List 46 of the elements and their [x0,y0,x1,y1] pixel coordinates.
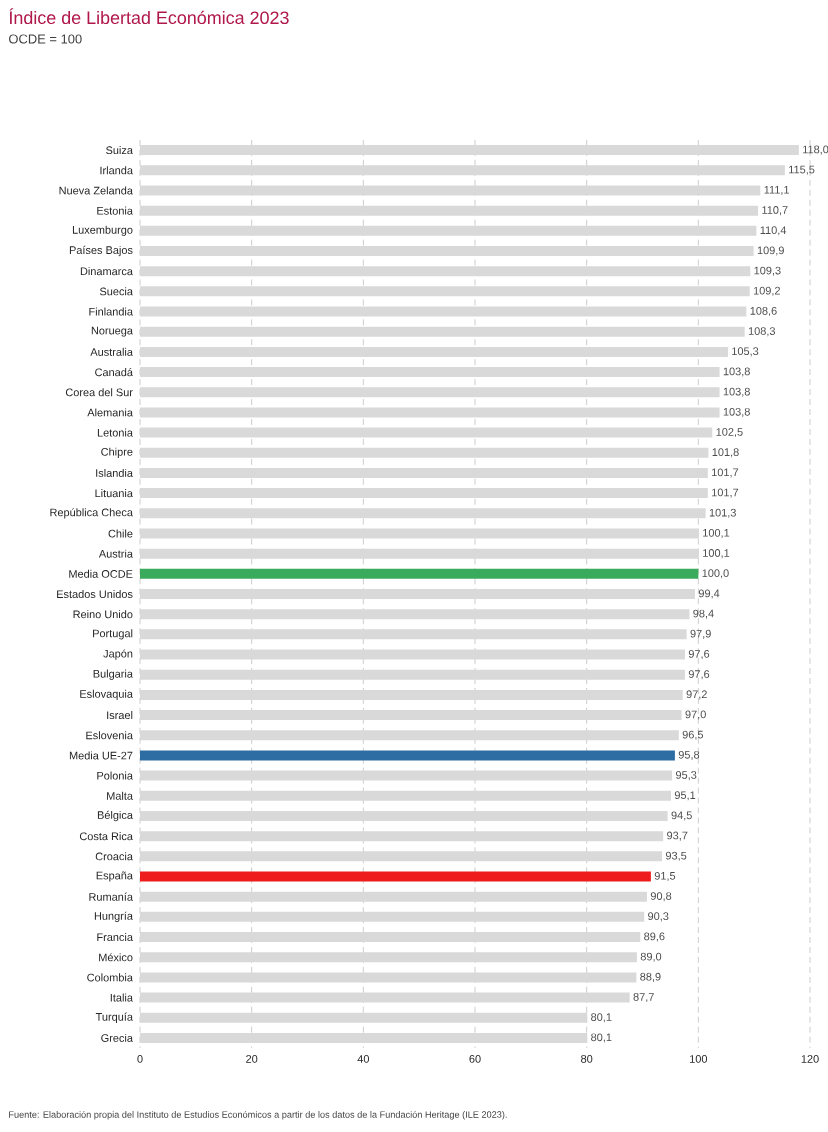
bar [140,790,671,801]
bar [140,891,647,902]
bar [140,669,685,680]
bar [140,871,651,882]
bar [140,831,664,842]
bar [140,306,747,317]
bar [140,972,637,983]
bar [140,286,750,297]
bar [140,346,728,357]
bar [140,326,745,337]
bar [140,810,668,821]
bar [140,710,682,721]
bar [140,165,785,176]
bar [140,367,720,378]
bar [140,145,799,156]
bar [140,225,757,236]
bar [140,629,687,640]
bar [140,851,663,862]
bar [140,185,761,196]
bar [140,568,699,579]
bar [140,427,713,438]
bar [140,589,695,600]
bar [140,750,675,761]
bar [140,952,637,963]
bar [140,528,699,539]
bar [140,1012,588,1023]
bar [140,548,699,559]
bar [140,508,706,519]
bar [140,447,709,458]
bar [140,932,641,943]
bar [140,911,645,922]
bar [140,1032,588,1043]
bar [140,770,673,781]
bar [140,649,685,660]
bar [140,609,690,620]
bar [140,205,759,216]
chart-title: Índice de Libertad Económica 2023 [9,8,289,25]
bar [140,387,720,398]
bar [140,730,679,741]
bar [140,245,754,256]
bar [140,407,720,418]
bar [140,689,683,700]
bar [140,488,708,499]
bar [140,992,630,1003]
bar [140,266,751,277]
bar [140,467,708,478]
